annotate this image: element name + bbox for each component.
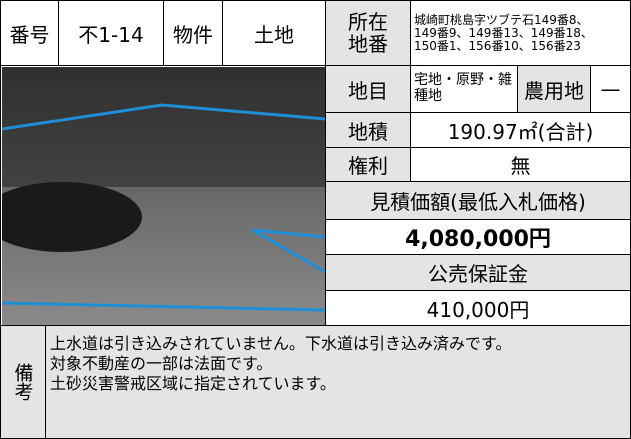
remarks: 上水道は引き込みされていません。下水道は引き込み済みです。 対象不動産の一部は法… — [45, 325, 631, 439]
area-label: 地積 — [325, 112, 411, 148]
photo-image — [1, 66, 325, 325]
deposit-label: 公売保証金 — [325, 254, 631, 291]
remarks-label: 備考 — [0, 325, 46, 439]
number: 不1-14 — [58, 0, 164, 66]
location-line: 149番9、149番13、149番18、 — [414, 25, 593, 40]
photo — [0, 65, 326, 326]
number-label: 番号 — [0, 0, 59, 66]
rights-label: 権利 — [325, 147, 411, 182]
farmland-label: 農用地 — [517, 65, 591, 113]
location-label-line: 地番 — [348, 32, 388, 56]
kind-label: 物件 — [163, 0, 223, 66]
location-label-line: 所在 — [348, 10, 388, 34]
location-line: 150番1、156番10、156番23 — [414, 38, 581, 53]
location: 城崎町桃島字ツブテ石149番8、 149番9、149番13、149番18、 15… — [410, 0, 631, 66]
land-category-label: 地目 — [325, 65, 411, 113]
remark: 土砂災害警戒区域に指定されています。 — [50, 374, 336, 393]
farmland: — — [590, 65, 631, 113]
land-category: 宅地・原野・雑種地 — [410, 65, 518, 113]
estimate: 4,080,000円 — [325, 219, 631, 255]
area: 190.97㎡(合計) — [410, 112, 631, 148]
kind: 土地 — [222, 0, 326, 66]
location-line: 城崎町桃島字ツブテ石149番8、 — [414, 12, 589, 27]
deposit: 410,000円 — [325, 290, 631, 326]
location-label: 所在 地番 — [325, 0, 411, 66]
estimate-label: 見積価額(最低入札価格) — [325, 181, 631, 220]
remark: 対象不動産の一部は法面です。 — [50, 354, 273, 373]
rights: 無 — [410, 147, 631, 182]
remark: 上水道は引き込みされていません。下水道は引き込み済みです。 — [50, 334, 512, 353]
